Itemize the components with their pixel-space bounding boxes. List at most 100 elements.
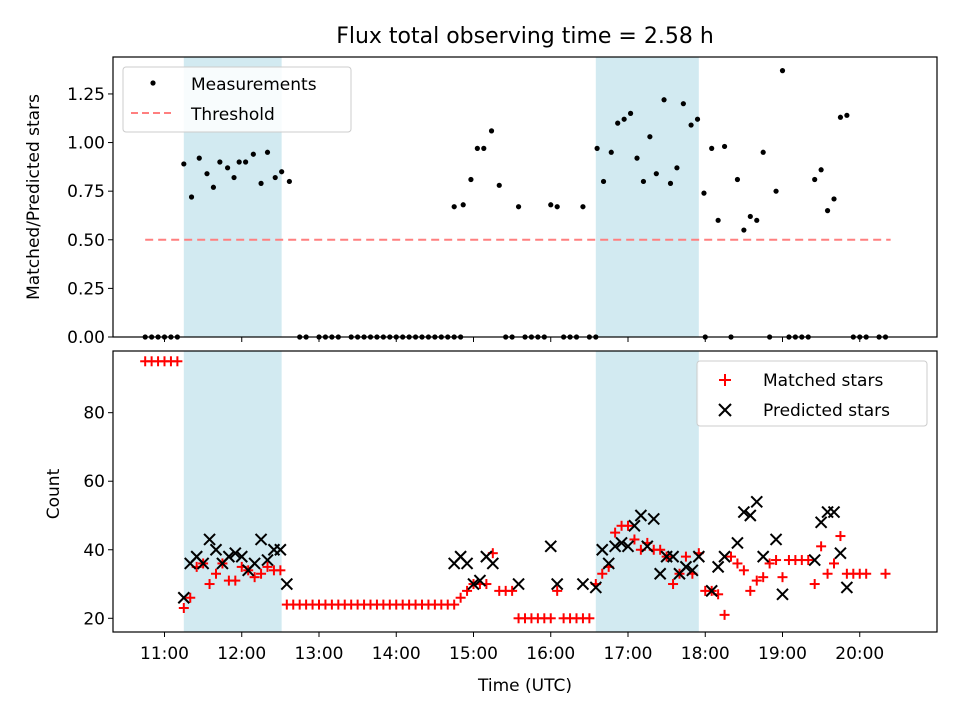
- measurement-point: [818, 167, 824, 173]
- predicted-point: [222, 550, 236, 563]
- measurement-point: [224, 165, 231, 171]
- y-tick-label: 1.25: [67, 85, 105, 105]
- matched-point: [230, 575, 241, 586]
- measurement-point: [709, 145, 715, 151]
- predicted-point: [737, 505, 751, 519]
- measurement-point: [188, 194, 195, 200]
- matched-star-points: [140, 356, 891, 624]
- predicted-point: [634, 509, 648, 522]
- x-tick-label: 18:00: [681, 644, 730, 664]
- matched-point: [680, 551, 691, 562]
- y-tick-label: 0.25: [67, 279, 105, 299]
- legend-label-matched: Matched stars: [763, 371, 883, 391]
- x-tick-label: 12:00: [217, 644, 266, 664]
- measurement-point: [496, 182, 502, 188]
- y-tick-label: 20: [83, 609, 105, 629]
- predicted-point: [229, 546, 242, 560]
- measurement-point: [196, 155, 202, 161]
- bottom-y-axis: 20 40 60 80: [83, 404, 113, 629]
- matched-point: [777, 572, 788, 583]
- measurement-point: [468, 176, 474, 183]
- measurement-point: [715, 217, 721, 223]
- matched-point: [211, 568, 221, 579]
- measurement-point: [621, 116, 627, 122]
- matched-point: [623, 520, 633, 531]
- x-tick-label: 13:00: [295, 644, 344, 664]
- matched-point: [584, 613, 595, 624]
- measurement-point: [488, 128, 495, 134]
- legend-marker-measurements: [150, 80, 156, 86]
- measurement-point: [548, 202, 554, 208]
- legend-label-threshold: Threshold: [190, 105, 275, 125]
- matched-point: [455, 592, 466, 603]
- measurement-point: [210, 184, 217, 190]
- matched-point: [835, 531, 846, 542]
- bottom-axes-frame: [112, 350, 938, 633]
- shaded-interval: [595, 351, 699, 632]
- measurement-point: [272, 174, 278, 181]
- measurement-point: [701, 190, 707, 196]
- predicted-point: [666, 550, 680, 563]
- legend-marker-predicted: [718, 403, 732, 417]
- y-tick-label: 40: [83, 541, 105, 561]
- top-y-axis-label: Matched/Predicted stars: [24, 94, 44, 300]
- matched-point: [597, 568, 608, 579]
- measurement-point: [250, 151, 256, 157]
- x-tick-label: 17:00: [604, 644, 653, 664]
- matched-point: [256, 568, 267, 579]
- matched-point: [462, 585, 473, 596]
- predicted-point: [731, 536, 744, 550]
- matched-point: [507, 585, 518, 596]
- predicted-star-points: [177, 495, 854, 604]
- matched-point: [803, 555, 814, 566]
- measurement-point: [741, 227, 747, 233]
- legend-marker-matched: [719, 374, 731, 386]
- measurement-point: [451, 204, 457, 210]
- measurement-point: [243, 159, 249, 165]
- x-tick-label: 14:00: [372, 644, 421, 664]
- predicted-point: [544, 540, 557, 553]
- measurement-point: [661, 97, 667, 103]
- predicted-point: [274, 543, 287, 556]
- matched-point: [726, 551, 736, 562]
- measurement-point: [773, 188, 779, 194]
- y-tick-label: 60: [83, 472, 105, 492]
- matched-point: [262, 561, 273, 572]
- matched-point: [764, 558, 775, 569]
- legend-label-measurements: Measurements: [191, 75, 317, 95]
- predicted-point: [576, 577, 590, 591]
- predicted-point: [686, 564, 699, 577]
- predicted-point: [692, 550, 706, 563]
- predicted-point: [814, 516, 828, 529]
- measurement-point: [640, 178, 647, 185]
- matched-point: [668, 579, 679, 590]
- predicted-point: [744, 509, 757, 522]
- bottom-shaded-intervals: [183, 351, 699, 632]
- matched-point: [738, 565, 749, 576]
- measurement-point: [754, 217, 760, 223]
- predicted-point: [653, 567, 667, 580]
- matched-point: [545, 613, 556, 624]
- measurement-point: [734, 176, 741, 183]
- predicted-point: [467, 577, 480, 591]
- predicted-point: [280, 577, 294, 591]
- predicted-point: [254, 533, 268, 546]
- chart-title: Flux total observing time = 2.58 h: [336, 24, 714, 49]
- measurement-point: [279, 169, 285, 175]
- predicted-point: [248, 557, 261, 570]
- predicted-point: [776, 588, 789, 601]
- matched-point: [880, 568, 891, 579]
- measurement-point: [747, 213, 753, 220]
- measurement-point: [824, 208, 831, 214]
- measurement-point: [474, 145, 480, 151]
- x-tick-label: 16:00: [526, 644, 575, 664]
- matched-point: [610, 527, 621, 538]
- matched-point: [249, 572, 260, 583]
- measurement-point: [812, 176, 818, 183]
- y-tick-label: 0.50: [67, 231, 105, 251]
- measurement-point: [844, 112, 850, 118]
- predicted-point: [615, 536, 628, 550]
- y-tick-label: 1.00: [67, 134, 105, 154]
